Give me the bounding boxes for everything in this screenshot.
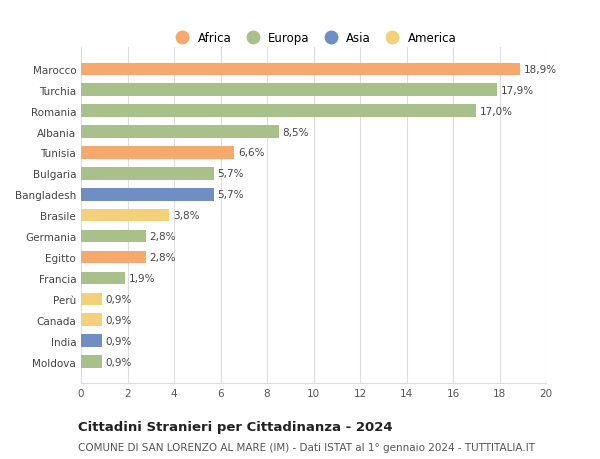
Bar (81, 63, 520, 76)
Text: 0,9%: 0,9% (106, 336, 132, 346)
Text: COMUNE DI SAN LORENZO AL MARE (IM) - Dati ISTAT al 1° gennaio 2024 - TUTTITALIA.: COMUNE DI SAN LORENZO AL MARE (IM) - Dat… (78, 442, 535, 452)
Bar (81, 189, 214, 201)
Bar (81, 230, 146, 243)
Text: 5,7%: 5,7% (217, 169, 244, 179)
Bar (81, 209, 169, 222)
Text: Cittadini Stranieri per Cittadinanza - 2024: Cittadini Stranieri per Cittadinanza - 2… (78, 420, 392, 433)
Text: 2,8%: 2,8% (149, 252, 176, 263)
Bar (81, 293, 102, 305)
Bar (81, 105, 476, 118)
Bar (81, 356, 102, 368)
Text: 5,7%: 5,7% (217, 190, 244, 200)
Bar (81, 314, 102, 326)
Legend: Africa, Europa, Asia, America: Africa, Europa, Asia, America (166, 27, 461, 50)
Text: 6,6%: 6,6% (238, 148, 265, 158)
Bar (81, 168, 214, 180)
Bar (81, 84, 497, 97)
Text: 17,9%: 17,9% (500, 85, 534, 95)
Text: 17,0%: 17,0% (480, 106, 513, 117)
Text: 0,9%: 0,9% (106, 294, 132, 304)
Bar (81, 335, 102, 347)
Bar (81, 251, 146, 264)
Text: 1,9%: 1,9% (128, 273, 155, 283)
Bar (81, 147, 235, 159)
Text: 18,9%: 18,9% (524, 65, 557, 75)
Bar (81, 272, 125, 285)
Text: 3,8%: 3,8% (173, 211, 199, 221)
Text: 0,9%: 0,9% (106, 357, 132, 367)
Text: 8,5%: 8,5% (282, 127, 308, 137)
Bar (81, 126, 278, 139)
Text: 0,9%: 0,9% (106, 315, 132, 325)
Text: 2,8%: 2,8% (149, 232, 176, 241)
